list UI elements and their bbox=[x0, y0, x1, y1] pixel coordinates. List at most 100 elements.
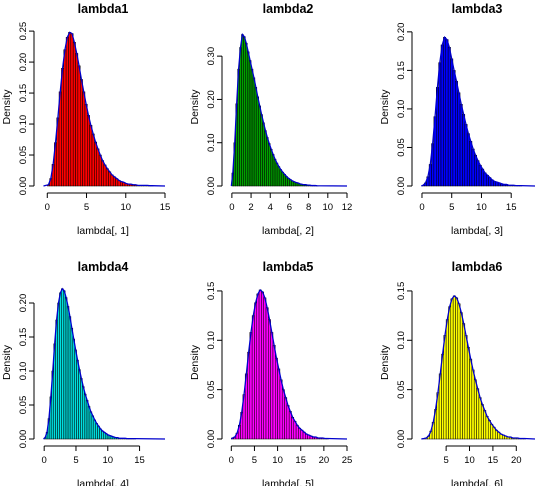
histogram-bar bbox=[451, 59, 453, 186]
x-tick-label: 0 bbox=[42, 455, 47, 466]
y-axis-label: Density bbox=[1, 89, 13, 125]
y-axis-label: Density bbox=[189, 89, 201, 125]
y-tick-label: 0.05 bbox=[18, 396, 29, 415]
histogram-bar bbox=[273, 345, 275, 439]
y-tick-label: 0.15 bbox=[396, 282, 407, 301]
y-tick-label: 0.05 bbox=[18, 146, 29, 165]
histogram-bar bbox=[83, 92, 85, 186]
y-tick-label: 0.15 bbox=[18, 84, 29, 103]
y-tick-label: 0.10 bbox=[18, 362, 29, 381]
histogram-bar bbox=[448, 307, 450, 439]
y-tick-label: 0.20 bbox=[18, 53, 29, 72]
histogram-bar bbox=[455, 81, 457, 186]
y-tick-label: 0.00 bbox=[206, 430, 217, 449]
histogram-bar bbox=[268, 320, 270, 439]
histogram-bar bbox=[484, 410, 486, 439]
histogram-bar bbox=[96, 423, 98, 439]
y-tick-label: 0.20 bbox=[206, 90, 217, 109]
histogram-bar bbox=[75, 350, 77, 439]
histogram-bar bbox=[247, 52, 249, 186]
x-tick-label: 2 bbox=[248, 202, 253, 213]
histogram-bar bbox=[101, 161, 103, 186]
histogram-bar bbox=[97, 149, 99, 186]
histogram-bar bbox=[254, 303, 256, 439]
histogram-bar bbox=[298, 428, 300, 439]
y-axis-label: Density bbox=[1, 344, 13, 380]
y-tick-label: 0.00 bbox=[396, 430, 407, 449]
histogram-bar bbox=[66, 37, 68, 186]
panel-title: lambda2 bbox=[263, 2, 314, 16]
histogram-bar bbox=[76, 53, 78, 186]
panel-title: lambda5 bbox=[263, 260, 314, 274]
panel-title: lambda1 bbox=[78, 2, 129, 16]
histogram-bar bbox=[453, 70, 455, 186]
histogram-bar bbox=[84, 394, 86, 439]
histogram-bar bbox=[486, 416, 488, 439]
y-tick-label: 0.05 bbox=[396, 138, 407, 157]
histogram-bar bbox=[86, 400, 88, 439]
histogram-bar bbox=[79, 370, 81, 439]
x-tick-label: 5 bbox=[73, 455, 78, 466]
histogram-bar bbox=[67, 306, 69, 439]
histogram-bar bbox=[477, 389, 479, 439]
histogram-bar bbox=[240, 47, 242, 186]
x-tick-label: 10 bbox=[272, 455, 283, 466]
histogram-bar bbox=[451, 299, 453, 439]
y-tick-label: 0.10 bbox=[206, 331, 217, 350]
histogram-bar bbox=[462, 114, 464, 186]
histogram-bar bbox=[275, 358, 277, 439]
histogram-bar bbox=[71, 328, 73, 439]
x-tick-label: 15 bbox=[134, 455, 145, 466]
y-tick-label: 0.00 bbox=[206, 177, 217, 196]
histogram-bar bbox=[61, 289, 63, 439]
histogram-bar bbox=[481, 404, 483, 439]
histogram-bar bbox=[488, 420, 490, 439]
histogram-bar bbox=[453, 296, 455, 439]
histogram-bar bbox=[294, 421, 296, 439]
histogram-bar bbox=[261, 292, 263, 439]
histogram-bar bbox=[87, 115, 89, 186]
histogram-bar bbox=[470, 141, 472, 186]
histogram-bar bbox=[474, 155, 476, 186]
histogram-bar bbox=[439, 63, 441, 186]
x-tick-label: 10 bbox=[476, 202, 487, 213]
histogram-bar bbox=[65, 298, 67, 439]
histogram-bar bbox=[441, 354, 443, 439]
x-tick-label: 0 bbox=[45, 202, 50, 213]
histogram-bar bbox=[56, 320, 58, 439]
histogram-bar bbox=[280, 380, 282, 439]
histogram-bar bbox=[99, 155, 101, 186]
x-tick-label: 25 bbox=[342, 455, 353, 466]
histogram-bar bbox=[61, 68, 63, 186]
x-tick-label: 20 bbox=[319, 455, 330, 466]
histogram-bar bbox=[463, 324, 465, 439]
histogram-bar bbox=[59, 293, 61, 439]
histogram-bar bbox=[69, 317, 71, 439]
histogram-bar bbox=[249, 60, 251, 186]
x-tick-label: 20 bbox=[511, 455, 522, 466]
histogram-bar bbox=[270, 149, 272, 186]
y-tick-label: 0.15 bbox=[18, 328, 29, 347]
y-tick-label: 0.10 bbox=[396, 331, 407, 350]
y-tick-label: 0.20 bbox=[18, 294, 29, 313]
y-axis-label: Density bbox=[379, 89, 391, 125]
histogram-bar bbox=[470, 359, 472, 439]
histogram-bar bbox=[263, 123, 265, 186]
histogram-bar bbox=[80, 378, 82, 439]
histogram-bar bbox=[252, 316, 254, 439]
histogram-bar bbox=[71, 34, 73, 186]
histogram-bar bbox=[241, 34, 243, 186]
histogram-bar bbox=[287, 405, 289, 439]
x-axis-label: lambda[, 6] bbox=[451, 478, 503, 486]
histogram-bar bbox=[443, 37, 445, 186]
histogram-bar bbox=[460, 313, 462, 439]
x-tick-label: 5 bbox=[252, 455, 257, 466]
y-tick-label: 0.05 bbox=[396, 380, 407, 399]
y-axis-label: Density bbox=[189, 344, 201, 380]
histogram-bar bbox=[472, 149, 474, 186]
x-tick-label: 10 bbox=[120, 202, 131, 213]
